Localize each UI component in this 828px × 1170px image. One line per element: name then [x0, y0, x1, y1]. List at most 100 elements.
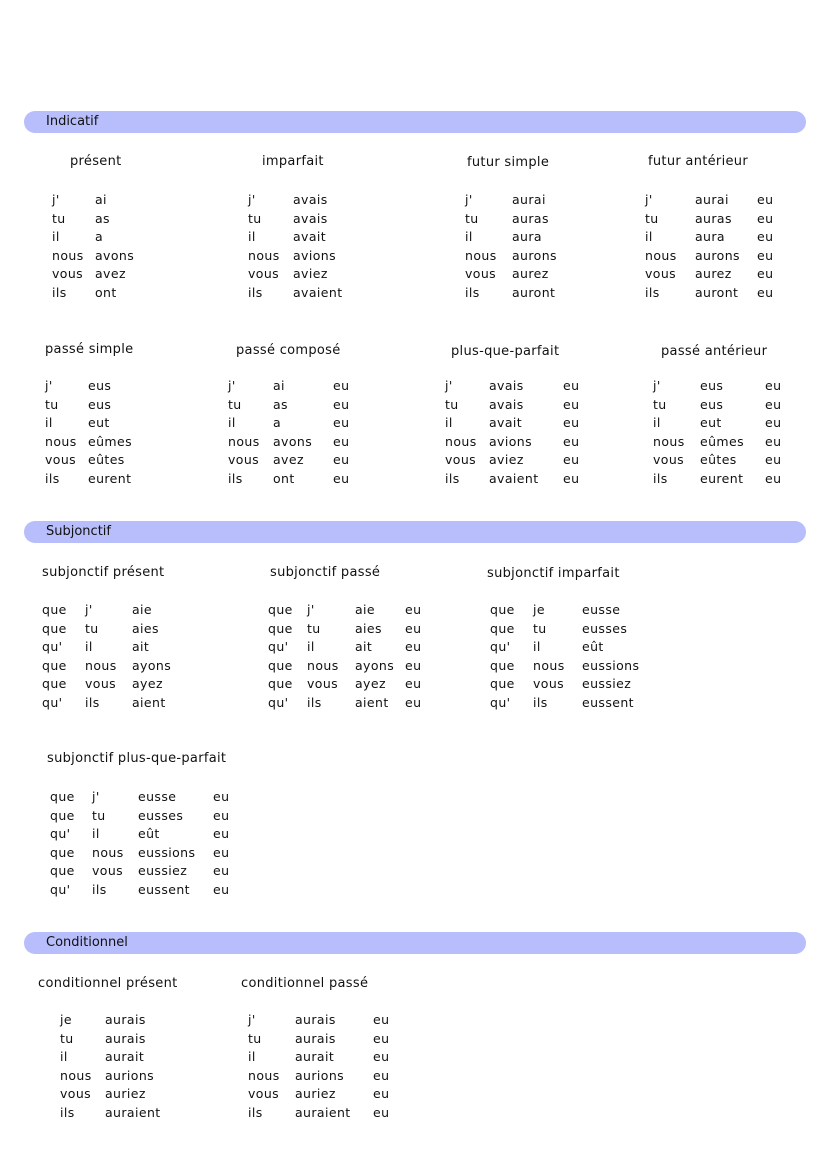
verb-form: aurions — [105, 1067, 155, 1083]
pronoun: que — [268, 657, 293, 673]
pronoun: vous — [653, 452, 685, 467]
verb-form: aurais — [105, 1030, 146, 1046]
verb-form: aurons — [695, 247, 740, 263]
pronoun: nous — [248, 1067, 280, 1083]
pronoun: qu' — [268, 639, 289, 654]
tense-title: subjonctif plus-que-parfait — [47, 751, 227, 766]
pronoun: vous — [248, 266, 280, 281]
verb-form: aura — [512, 229, 542, 244]
verb-form: eussions — [582, 657, 640, 673]
verb-form: aie — [355, 602, 376, 617]
participle: eu — [213, 881, 230, 897]
tense-title: passé antérieur — [661, 344, 768, 359]
participle: eu — [373, 1012, 390, 1027]
verb-form: aviez — [489, 452, 524, 467]
section-title: Subjonctif — [46, 524, 111, 539]
pronoun: ils — [228, 470, 243, 486]
participle: eu — [757, 229, 774, 244]
participle: eu — [213, 826, 230, 841]
section-banner-indicatif: Indicatif — [24, 111, 806, 133]
verb-form: auront — [512, 284, 556, 300]
pronoun: tu — [228, 396, 242, 412]
pronoun: que — [50, 789, 75, 804]
participle: eu — [213, 863, 230, 878]
verb-form: eut — [88, 415, 110, 430]
pronoun: ils — [60, 1104, 75, 1120]
participle: eu — [405, 676, 422, 691]
verb-form: ai — [95, 192, 107, 207]
pronoun: qu' — [50, 881, 71, 897]
verb-form: eus — [88, 396, 112, 412]
verb-form: avions — [489, 433, 533, 449]
pronoun: vous — [60, 1086, 92, 1101]
section-title: Indicatif — [46, 114, 99, 129]
participle: eu — [213, 844, 230, 860]
verb-form: aurait — [105, 1049, 145, 1064]
verb-form: eurent — [700, 470, 744, 486]
pronoun: vous — [248, 1086, 280, 1101]
verb-form: aurais — [105, 1012, 146, 1027]
participle: eu — [333, 396, 350, 412]
participle: eu — [765, 415, 782, 430]
verb-form: eussions — [138, 844, 196, 860]
participle: eu — [333, 470, 350, 486]
verb-form: as — [273, 396, 288, 412]
pronoun: nous — [52, 247, 84, 263]
tense-title: conditionnel présent — [38, 976, 178, 991]
verb-form: avions — [293, 247, 337, 263]
participle: eu — [333, 433, 350, 449]
verb-form: auraient — [295, 1104, 351, 1120]
verb-form: aient — [355, 694, 389, 710]
pronoun: il — [85, 639, 93, 654]
pronoun: il — [445, 415, 453, 430]
pronoun: tu — [60, 1030, 74, 1046]
participle: eu — [563, 452, 580, 467]
pronoun: que — [50, 844, 75, 860]
verb-form: eussiez — [582, 676, 632, 691]
tense-title: passé composé — [236, 343, 341, 358]
pronoun: nous — [60, 1067, 92, 1083]
verb-form: avons — [95, 247, 135, 263]
pronoun: vous — [228, 452, 260, 467]
pronoun: j' — [45, 378, 53, 393]
pronoun: vous — [445, 452, 477, 467]
pronoun: vous — [533, 676, 565, 691]
verb-form: aient — [132, 694, 166, 710]
pronoun: il — [645, 229, 653, 244]
pronoun: vous — [52, 266, 84, 281]
pronoun: ils — [248, 1104, 263, 1120]
section-banner-conditionnel: Conditionnel — [24, 932, 806, 954]
verb-form: eusse — [138, 789, 177, 804]
pronoun: nous — [45, 433, 77, 449]
pronoun: que — [490, 676, 515, 691]
verb-form: eût — [582, 639, 604, 654]
verb-form: a — [95, 229, 104, 244]
pronoun: nous — [248, 247, 280, 263]
pronoun: j' — [307, 602, 315, 617]
pronoun: tu — [248, 1030, 262, 1046]
pronoun: tu — [248, 210, 262, 226]
participle: eu — [333, 452, 350, 467]
participle: eu — [563, 415, 580, 430]
verb-form: eus — [700, 396, 724, 412]
pronoun: ils — [52, 284, 67, 300]
participle: eu — [373, 1067, 390, 1083]
pronoun: que — [42, 620, 67, 636]
verb-form: avais — [293, 192, 328, 207]
verb-form: aviez — [293, 266, 328, 281]
verb-form: avait — [489, 415, 523, 430]
verb-form: auriez — [105, 1086, 146, 1101]
pronoun: que — [42, 602, 67, 617]
pronoun: tu — [52, 210, 66, 226]
pronoun: tu — [45, 396, 59, 412]
participle: eu — [757, 247, 774, 263]
pronoun: j' — [653, 378, 661, 393]
pronoun: tu — [465, 210, 479, 226]
verb-form: aurai — [512, 192, 546, 207]
participle: eu — [405, 657, 422, 673]
pronoun: nous — [85, 657, 117, 673]
pronoun: il — [52, 229, 60, 244]
pronoun: que — [50, 807, 75, 823]
verb-form: ayez — [132, 676, 163, 691]
verb-form: avais — [293, 210, 328, 226]
